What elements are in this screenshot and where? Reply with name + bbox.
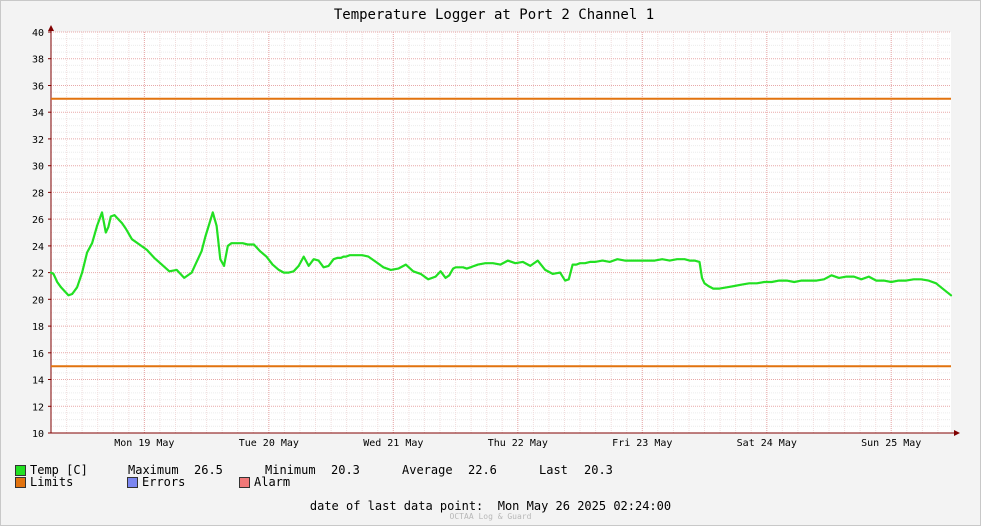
y-tick-label: 28: [32, 188, 44, 199]
axes: [48, 25, 960, 436]
y-tick-label: 36: [32, 82, 44, 93]
y-tick-label: 14: [32, 376, 44, 387]
y-tick-label: 10: [32, 429, 44, 440]
stat-last-value: 20.3: [584, 463, 613, 477]
y-tick-label: 38: [32, 55, 44, 66]
y-tick-label: 30: [32, 162, 44, 173]
y-tick-label: 18: [32, 322, 44, 333]
stat-avg-label: Average: [402, 463, 453, 477]
legend-errors-swatch: [127, 477, 138, 488]
x-tick-labels: Mon 19 May Tue 20 May Wed 21 May Thu 22 May…: [114, 438, 921, 449]
legend-temp-label: Temp [C]: [30, 463, 88, 477]
y-tick-label: 20: [32, 295, 44, 306]
legend-alarm-swatch: [239, 477, 250, 488]
y-tick-label: 22: [32, 269, 44, 280]
limit-lines: [51, 97, 951, 368]
x-tick-label: Wed 21 May: [363, 438, 423, 449]
legend-limits-label: Limits: [30, 475, 74, 489]
x-tick-label: Fri 23 May: [612, 438, 672, 449]
y-tick-label: 34: [32, 108, 44, 119]
brand-watermark: OCTAA Log & Guard: [449, 512, 532, 521]
legend-alarm-label: Alarm: [254, 475, 291, 489]
chart-title: Temperature Logger at Port 2 Channel 1: [334, 7, 654, 23]
stat-min-value: 20.3: [331, 463, 360, 477]
x-tick-label: Tue 20 May: [239, 438, 299, 449]
series-layer: [49, 211, 953, 297]
x-axis-arrow: [954, 430, 960, 436]
last-data-point: date of last data point: Mon May 26 2025…: [0, 499, 981, 513]
stat-avg-value: 22.6: [468, 463, 497, 477]
stat-last-label: Last: [539, 463, 568, 477]
y-axis-arrow: [48, 25, 54, 31]
legend-temp-swatch: [15, 465, 26, 476]
x-tick-label: Thu 22 May: [488, 438, 548, 449]
stat-min-label: Minimum: [265, 463, 316, 477]
y-tick-label: 26: [32, 215, 44, 226]
legend-errors-label: Errors: [142, 475, 186, 489]
y-tick-label: 12: [32, 402, 44, 413]
last-data-point-label: date of last data point:: [309, 499, 484, 513]
stat-max-label: Maximum: [128, 463, 179, 477]
stat-max-value: 26.5: [194, 463, 223, 477]
x-tick-label: Sat 24 May: [737, 438, 797, 449]
y-tick-labels: 10 12 14 16 18 20 22 24 26 28 30 32 34 36 38 40: [32, 28, 44, 440]
temperature-series-line: [49, 211, 953, 297]
last-data-point-value: Mon May 26 2025 02:24:00: [497, 499, 672, 513]
x-tick-label: Mon 19 May: [114, 438, 174, 449]
y-tick-label: 32: [32, 135, 44, 146]
y-tick-label: 16: [32, 349, 44, 360]
x-tick-label: Sun 25 May: [861, 438, 921, 449]
legend-limits-swatch: [15, 477, 26, 488]
minor-grid: [50, 32, 951, 433]
y-tick-label: 24: [32, 242, 44, 253]
y-tick-label: 40: [32, 28, 44, 39]
